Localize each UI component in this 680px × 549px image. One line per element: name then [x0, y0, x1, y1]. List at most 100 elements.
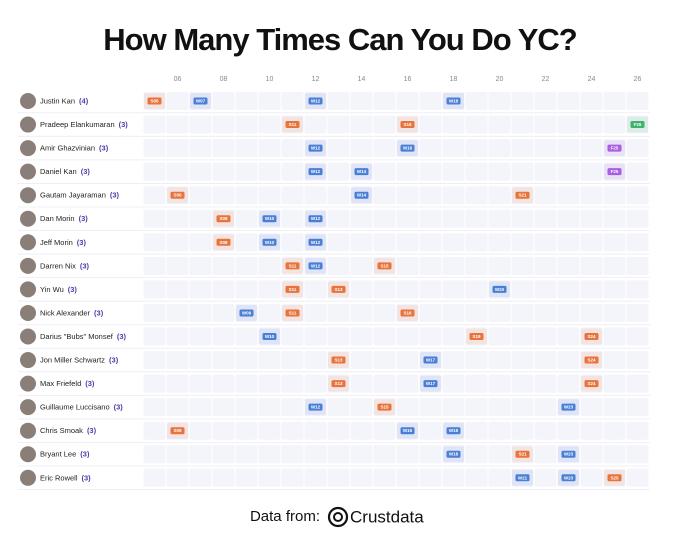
grid-cell: [327, 92, 350, 110]
grid-cell: [419, 162, 442, 181]
grid-cell: [235, 139, 258, 158]
grid-cell: [603, 398, 626, 417]
grid-cell: [373, 115, 396, 134]
grid-cell: [442, 139, 465, 158]
grid-cell: [350, 327, 373, 346]
grid-cell: [511, 256, 534, 275]
grid-cell: [212, 468, 235, 487]
grid-cell: [511, 115, 534, 134]
grid-cell: [373, 445, 396, 464]
grid-cell: [281, 186, 304, 205]
grid-cell: [511, 398, 534, 417]
person-name: Eric Rowell: [40, 473, 78, 482]
batch-badge: [308, 97, 323, 105]
grid-cell: [603, 421, 626, 440]
grid-cell: [534, 139, 557, 158]
grid-cell: [488, 139, 511, 158]
batch-badge: [170, 191, 185, 199]
grid-cell: [304, 327, 327, 346]
avatar: [20, 187, 36, 204]
grid-cell: [235, 162, 258, 181]
batch-count: (3): [81, 167, 91, 176]
batch-label: W14: [357, 169, 367, 174]
batch-count: (4): [79, 96, 89, 105]
grid-cell: [189, 280, 212, 299]
grid-cell: [143, 139, 166, 158]
batch-count: (3): [79, 214, 89, 223]
avatar: [20, 328, 36, 345]
grid-cell: [327, 209, 350, 228]
year-label: 10: [266, 76, 274, 83]
batch-label: W12: [311, 169, 321, 174]
grid-cell: [350, 256, 373, 275]
grid-cell: [603, 280, 626, 299]
grid-cell: [258, 92, 281, 110]
batch-label: W16: [403, 146, 413, 151]
batch-label: W10: [265, 240, 275, 245]
avatar: [20, 399, 36, 416]
batch-label: W12: [311, 263, 321, 268]
grid-cell: [281, 351, 304, 370]
batch-badge: [607, 144, 622, 152]
batch-label: W14: [357, 193, 367, 198]
grid-cell: [465, 233, 488, 252]
grid-cell: [557, 162, 580, 181]
avatar: [20, 140, 36, 157]
grid-cell: [557, 327, 580, 346]
batch-label: F25: [611, 146, 619, 151]
batch-label: W10: [265, 216, 275, 221]
batch-badge: [262, 215, 277, 223]
batch-label: S24: [587, 358, 596, 363]
batch-badge: [354, 191, 369, 199]
batch-label: S15: [380, 263, 389, 268]
grid-cell: [258, 445, 281, 464]
grid-cell: [488, 256, 511, 275]
grid-cell: [327, 256, 350, 275]
grid-cell: [258, 398, 281, 417]
batch-badge: [331, 285, 346, 293]
grid-cell: [258, 186, 281, 205]
grid-cell: [212, 303, 235, 322]
grid-cell: [488, 162, 511, 181]
grid-cell: [534, 115, 557, 134]
grid-cell: [580, 421, 603, 440]
batch-label: W18: [449, 98, 459, 103]
grid-cell: [580, 162, 603, 181]
grid-cell: [166, 351, 189, 370]
grid-cell: [419, 280, 442, 299]
grid-cell: [419, 445, 442, 464]
batch-label: S11: [289, 263, 297, 268]
batch-badge: [561, 474, 576, 482]
grid-cell: [350, 115, 373, 134]
grid-cell: [626, 256, 649, 275]
batch-label: W17: [426, 358, 436, 363]
grid-cell: [189, 115, 212, 134]
grid-cell: [419, 398, 442, 417]
grid-cell: [511, 92, 534, 110]
grid-cell: [465, 351, 488, 370]
grid-cell: [212, 351, 235, 370]
avatar: [20, 422, 36, 439]
batch-badge: [400, 427, 415, 435]
batch-label: S16: [403, 310, 412, 315]
grid-cell: [534, 92, 557, 110]
grid-cell: [488, 398, 511, 417]
batch-badge: [584, 333, 599, 340]
grid-cell: [327, 303, 350, 322]
batch-label: W20: [495, 287, 505, 292]
batch-badge: [446, 427, 461, 435]
avatar: [20, 210, 36, 227]
grid-cell: [350, 374, 373, 393]
grid-cell: [396, 186, 419, 205]
grid-cell: [166, 209, 189, 228]
grid-cell: [212, 327, 235, 346]
grid-cell: [557, 186, 580, 205]
batch-label: W16: [403, 428, 413, 433]
person-name: Daniel Kan: [40, 167, 77, 176]
grid-cell: [442, 468, 465, 487]
batch-count: (3): [99, 144, 109, 153]
grid-cell: [212, 115, 235, 134]
person-name: Justin Kan: [40, 96, 75, 105]
grid-cell: [373, 303, 396, 322]
batch-badge: [354, 168, 369, 176]
